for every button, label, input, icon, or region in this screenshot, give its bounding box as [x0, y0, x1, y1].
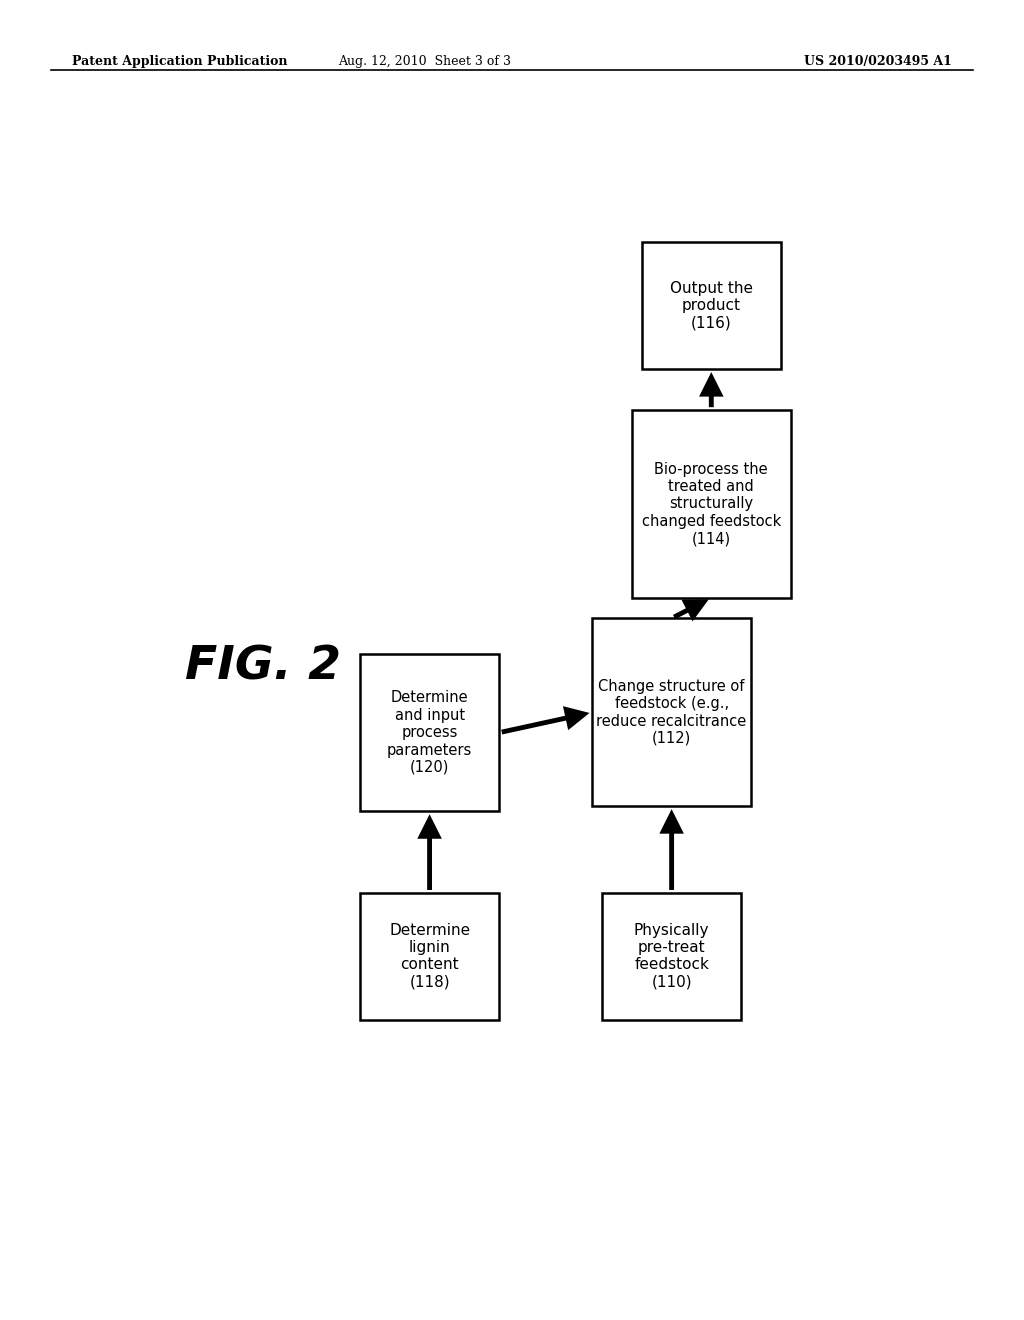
- Bar: [360, 892, 499, 1020]
- Text: US 2010/0203495 A1: US 2010/0203495 A1: [805, 55, 952, 69]
- Text: Bio-process the
treated and
structurally
changed feedstock
(114): Bio-process the treated and structurally…: [642, 462, 781, 546]
- Text: Patent Application Publication: Patent Application Publication: [72, 55, 287, 69]
- Text: Determine
lignin
content
(118): Determine lignin content (118): [389, 923, 470, 990]
- Bar: [602, 892, 741, 1020]
- Bar: [632, 411, 791, 598]
- Bar: [642, 243, 780, 370]
- Bar: [360, 653, 499, 812]
- Text: Output the
product
(116): Output the product (116): [670, 281, 753, 331]
- Text: Determine
and input
process
parameters
(120): Determine and input process parameters (…: [387, 690, 472, 775]
- Text: FIG. 2: FIG. 2: [185, 644, 341, 689]
- Bar: [592, 618, 751, 807]
- Text: Physically
pre-treat
feedstock
(110): Physically pre-treat feedstock (110): [634, 923, 710, 990]
- Text: Aug. 12, 2010  Sheet 3 of 3: Aug. 12, 2010 Sheet 3 of 3: [339, 55, 511, 69]
- Text: Change structure of
feedstock (e.g.,
reduce recalcitrance
(112): Change structure of feedstock (e.g., red…: [597, 678, 746, 746]
